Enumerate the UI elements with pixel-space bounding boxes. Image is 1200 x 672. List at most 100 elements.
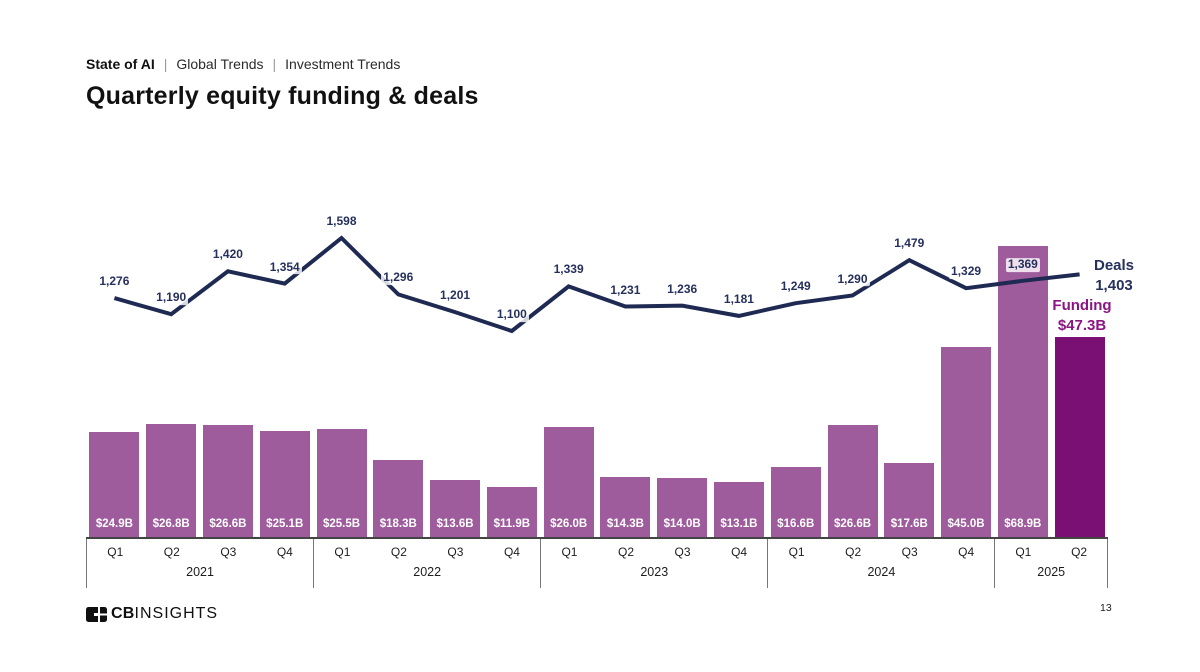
funding-bar: $14.3B	[600, 476, 651, 537]
funding-bar-value: $16.6B	[777, 518, 815, 530]
quarter-label: Q1	[1015, 545, 1032, 559]
deals-point-label: 1,339	[551, 262, 586, 278]
deals-point-label: 1,100	[494, 307, 529, 322]
deals-point-label: 1,479	[892, 236, 927, 252]
axis-year-group: Q1 Q2 2025	[994, 539, 1108, 588]
funding-bar: $11.9B	[486, 486, 537, 537]
quarter-label: Q1	[334, 545, 351, 559]
year-label: 2022	[413, 565, 442, 579]
deals-point-label: 1,190	[154, 290, 189, 306]
quarter-label: Q1	[788, 545, 805, 559]
funding-bar-value: $25.5B	[322, 518, 361, 530]
breadcrumb-separator: |	[272, 56, 277, 72]
deals-point-label: 1,354	[267, 259, 302, 275]
deals-point-label: 1,329	[949, 264, 984, 280]
quarter-label: Q3	[901, 545, 918, 559]
cbinsights-logo-icon	[86, 606, 107, 622]
logo-text-insights: INSIGHTS	[134, 605, 219, 622]
funding-end-label: Funding $47.3B	[1051, 296, 1113, 335]
funding-bar-value: $68.9B	[1004, 518, 1042, 530]
quarter-label: Q3	[447, 545, 464, 559]
year-label: 2021	[186, 565, 214, 579]
quarter-label: Q4	[503, 545, 520, 559]
deals-point-label: 1,290	[835, 271, 870, 287]
funding-bar: $14.0B	[657, 477, 708, 537]
funding-bar-value: $26.8B	[152, 518, 190, 530]
deals-point-label: 1,420	[210, 247, 245, 263]
year-label: 2025	[1037, 565, 1066, 579]
funding-bar-value: $26.6B	[833, 518, 872, 530]
funding-bar-value: $14.3B	[606, 518, 644, 530]
deals-point-label: 1,236	[665, 281, 700, 297]
funding-bar: $26.8B	[146, 423, 197, 537]
funding-bar	[1054, 337, 1105, 537]
deals-point-label: 1,231	[608, 282, 643, 298]
deals-end-label: Deals 1,403	[1086, 256, 1142, 295]
page-number: 13	[1100, 602, 1112, 614]
quarter-label: Q2	[1071, 545, 1088, 559]
funding-bar: $26.6B	[827, 424, 878, 537]
cbinsights-logo: CB INSIGHTS	[86, 604, 218, 624]
quarter-label: Q1	[107, 545, 124, 559]
year-label: 2024	[867, 565, 896, 579]
quarter-label: Q3	[674, 545, 691, 559]
deals-end-value: 1,403	[1095, 276, 1133, 294]
axis-year-group: Q1 Q2 Q3 Q4 2022	[313, 539, 540, 588]
funding-bar-value: $26.6B	[209, 518, 247, 530]
funding-bar: $17.6B	[884, 462, 935, 537]
funding-bar-value: $11.9B	[493, 518, 531, 530]
funding-bar: $25.1B	[259, 431, 310, 537]
funding-bar-value: $13.6B	[436, 518, 474, 530]
quarter-label: Q1	[561, 545, 578, 559]
funding-bar: $13.1B	[713, 481, 764, 537]
deals-point-label: 1,598	[324, 214, 359, 229]
deals-point-label: 1,201	[438, 288, 473, 304]
deals-point-label: 1,181	[721, 291, 756, 307]
breadcrumb-item-global-trends: Global Trends	[176, 56, 264, 72]
axis-year-group: Q1 Q2 Q3 Q4 2023	[540, 539, 767, 588]
year-label: 2023	[640, 565, 669, 579]
breadcrumb-item-investment-trends: Investment Trends	[285, 56, 401, 72]
funding-bar: $45.0B	[941, 346, 992, 537]
funding-bars-layer: $24.9B $26.8B $26.6B $25.1B $25.5B $18.3B $13.…	[86, 188, 1108, 537]
funding-bar: $18.3B	[373, 459, 424, 537]
funding-bar-value: $14.0B	[663, 518, 701, 530]
funding-bar-value: $25.1B	[266, 518, 304, 530]
funding-bar-value: $26.0B	[550, 518, 588, 530]
funding-end-value: $47.3B	[1057, 316, 1107, 334]
quarter-label: Q4	[958, 545, 975, 559]
deals-point-label: 1,369	[1005, 256, 1040, 272]
quarter-label: Q2	[390, 545, 407, 559]
breadcrumb-brand: State of AI	[86, 56, 155, 72]
funding-bar: $25.5B	[316, 429, 367, 537]
page-title: Quarterly equity funding & deals	[86, 82, 479, 110]
quarter-label: Q4	[731, 545, 748, 559]
breadcrumb-separator: |	[163, 56, 168, 72]
quarter-label: Q3	[220, 545, 237, 559]
funding-bar-value: $24.9B	[95, 518, 133, 530]
funding-bar-value: $45.0B	[947, 518, 985, 530]
funding-bar-value: $18.3B	[379, 518, 417, 530]
deals-point-label: 1,249	[778, 279, 813, 295]
quarter-label: Q4	[276, 545, 293, 559]
quarter-label: Q2	[845, 545, 862, 559]
funding-bar: $26.6B	[202, 424, 253, 537]
funding-bar: $26.0B	[543, 427, 594, 537]
funding-bar: $16.6B	[770, 466, 821, 537]
deals-end-title: Deals	[1093, 257, 1135, 274]
breadcrumb: State of AI | Global Trends | Investment Tre…	[86, 56, 400, 72]
funding-deals-chart: $24.9B $26.8B $26.6B $25.1B $25.5B $18.3B $13.…	[86, 188, 1108, 537]
quarter-label: Q2	[163, 545, 180, 559]
funding-bar: $68.9B	[997, 246, 1048, 537]
axis-year-group: Q1 Q2 Q3 Q4 2021	[86, 539, 313, 588]
axis-year-group: Q1 Q2 Q3 Q4 2024	[767, 539, 994, 588]
funding-bar: $13.6B	[430, 479, 481, 537]
funding-bar-value: $13.1B	[720, 518, 758, 530]
logo-text-cb: CB	[111, 605, 135, 622]
funding-bar: $24.9B	[89, 431, 140, 537]
funding-end-title: Funding	[1052, 297, 1112, 314]
quarter-label: Q2	[618, 545, 635, 559]
deals-point-label: 1,296	[381, 270, 416, 286]
funding-bar-value: $17.6B	[890, 518, 928, 530]
